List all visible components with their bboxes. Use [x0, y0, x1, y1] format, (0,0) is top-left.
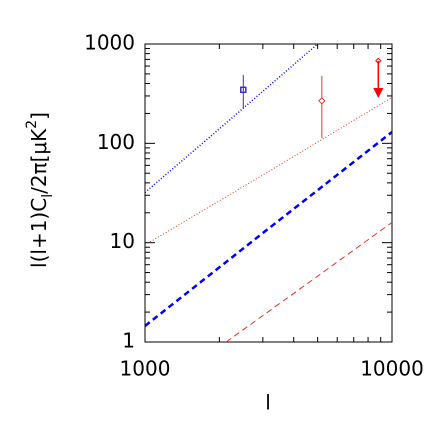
x-axis-label: l [265, 391, 271, 415]
y-axis-label-part: l [40, 194, 56, 198]
plot-area [145, 44, 392, 342]
data-point [240, 86, 247, 94]
y-tick-label: 100 [97, 130, 135, 154]
y-axis-label-part: 2 [24, 120, 40, 129]
x-tick-label: 10000 [360, 357, 424, 381]
plot-frame [144, 43, 393, 343]
y-tick-label: 1 [122, 329, 135, 353]
y-axis-label: l(l+1)Cl/2π[μK2] [24, 112, 56, 268]
y-tick-label: 10 [110, 229, 135, 253]
series-line [145, 96, 392, 246]
y-axis-label-part: /2π[μK [27, 128, 51, 194]
x-tick-label: 1000 [120, 357, 171, 381]
data-point [318, 97, 326, 105]
upper-limit-head [373, 88, 384, 99]
series-line [225, 221, 392, 342]
series-line [145, 131, 392, 327]
y-tick-label: 1000 [84, 31, 135, 55]
y-axis-label-part: ] [27, 112, 51, 120]
y-axis-label-part: l(l+1)C [27, 198, 51, 268]
series-line [145, 44, 319, 194]
